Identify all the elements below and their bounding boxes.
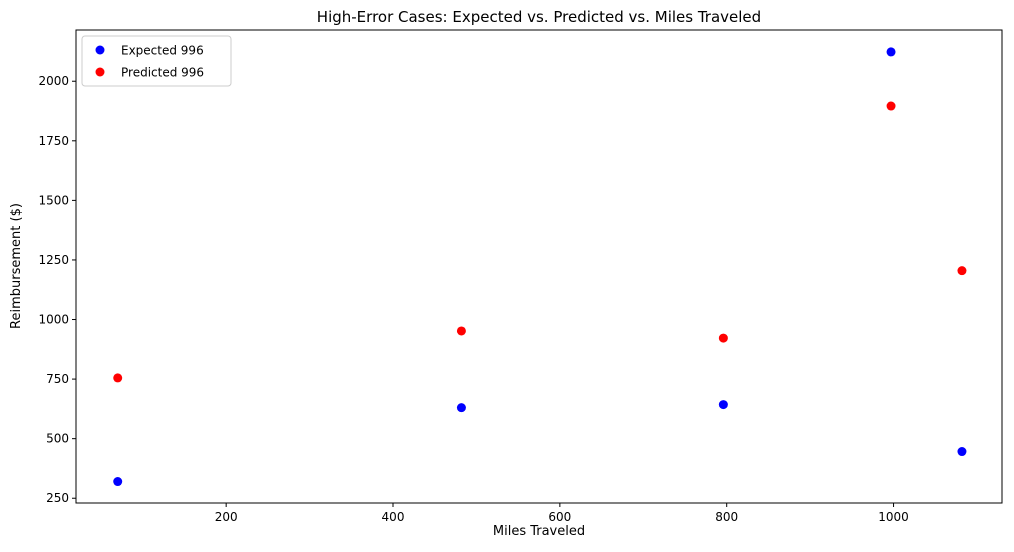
chart-title: High-Error Cases: Expected vs. Predicted… bbox=[317, 8, 761, 26]
expected-point bbox=[113, 477, 123, 487]
expected-point bbox=[456, 403, 466, 413]
y-tick-label: 1500 bbox=[38, 193, 69, 207]
y-tick-label: 1750 bbox=[38, 134, 69, 148]
y-tick-label: 750 bbox=[46, 372, 69, 386]
legend-label: Expected 996 bbox=[121, 44, 204, 58]
expected-point bbox=[957, 447, 967, 457]
legend-box bbox=[81, 35, 232, 87]
x-tick-label: 1000 bbox=[878, 510, 909, 524]
legend-label: Predicted 996 bbox=[121, 66, 204, 80]
legend-marker bbox=[95, 45, 105, 55]
predicted-point bbox=[957, 266, 967, 276]
plot-frame bbox=[75, 29, 1003, 504]
y-tick-label: 500 bbox=[46, 432, 69, 446]
predicted-point bbox=[456, 326, 466, 336]
x-tick-label: 200 bbox=[215, 510, 238, 524]
x-axis-label: Miles Traveled bbox=[493, 524, 585, 539]
x-tick-label: 400 bbox=[382, 510, 405, 524]
y-axis-label: Reimbursement ($) bbox=[9, 203, 24, 329]
data-points bbox=[113, 47, 967, 487]
y-tick-label: 1250 bbox=[38, 253, 69, 267]
predicted-point bbox=[886, 101, 896, 111]
axis-ticks: 200 400 600 800 1000 250 500 750 1000 1250 1500 175… bbox=[38, 74, 908, 524]
expected-point bbox=[718, 400, 728, 410]
y-tick-label: 2000 bbox=[38, 74, 69, 88]
y-tick-label: 1000 bbox=[38, 313, 69, 327]
x-tick-label: 600 bbox=[548, 510, 571, 524]
predicted-point bbox=[718, 333, 728, 343]
y-tick-label: 250 bbox=[46, 491, 69, 505]
legend: Expected 996 Predicted 996 bbox=[81, 35, 232, 87]
x-tick-label: 800 bbox=[715, 510, 738, 524]
predicted-point bbox=[113, 373, 123, 383]
expected-point bbox=[886, 47, 896, 57]
legend-marker bbox=[95, 67, 105, 77]
